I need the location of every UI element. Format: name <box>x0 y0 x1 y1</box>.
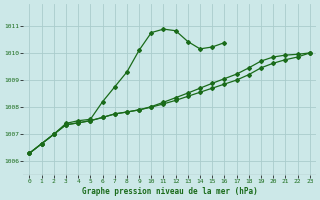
X-axis label: Graphe pression niveau de la mer (hPa): Graphe pression niveau de la mer (hPa) <box>82 187 258 196</box>
